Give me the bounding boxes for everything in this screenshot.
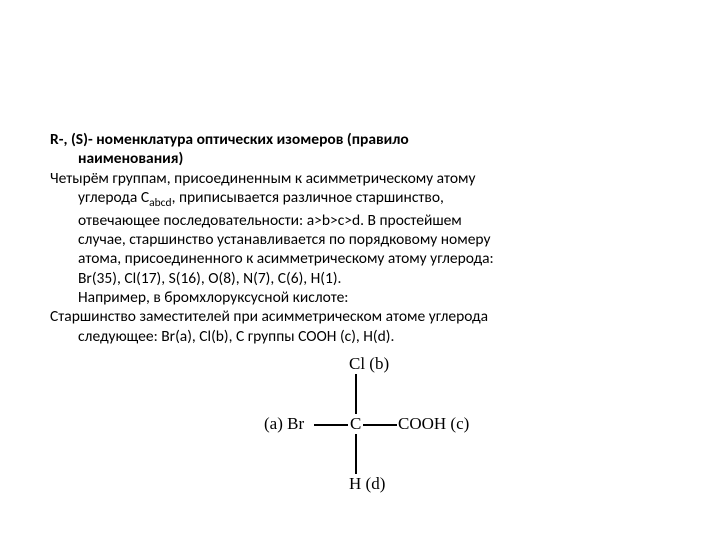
diagram-hline-left bbox=[314, 424, 348, 426]
paragraph-line-3: отвечающее последовательности: a>b>c>d. … bbox=[50, 211, 670, 230]
diagram-left-label: (a) Br bbox=[264, 414, 304, 434]
paragraph-line-4: случае, старшинство устанавливается по п… bbox=[50, 230, 670, 249]
diagram-vline-top bbox=[355, 374, 357, 414]
paragraph-line-9: следующее: Br(a), Cl(b), C группы COOH (… bbox=[50, 327, 670, 346]
p2-part-a: углерода C bbox=[78, 188, 149, 207]
diagram-right-label: COOH (c) bbox=[398, 414, 469, 434]
title-line-2: наименования) bbox=[50, 149, 670, 168]
paragraph-line-1: Четырём группам, присоединенным к асимме… bbox=[50, 169, 670, 188]
title-bold-2: наименования) bbox=[78, 149, 183, 168]
diagram-top-label: Cl (b) bbox=[349, 354, 389, 374]
paragraph-line-6: Br(35), Cl(17), S(16), O(8), N(7), C(6),… bbox=[50, 269, 670, 288]
title-line-1: R-, (S)- номенклатура оптических изомеро… bbox=[50, 130, 670, 149]
diagram-vline-bottom bbox=[355, 434, 357, 474]
chemical-structure-diagram: Cl (b) (a) Br C COOH (c) H (d) bbox=[250, 358, 470, 498]
paragraph-line-5: атома, присоединенного к асимметрическом… bbox=[50, 249, 670, 268]
diagram-bottom-label: H (d) bbox=[349, 474, 385, 494]
p2-subscript: abcd bbox=[149, 196, 171, 210]
title-bold-1: R-, (S)- номенклатура оптических изомеро… bbox=[50, 130, 409, 149]
diagram-center-label: C bbox=[350, 414, 361, 434]
paragraph-line-2: углерода Cabcd, приписывается различное … bbox=[50, 188, 670, 210]
paragraph-line-7: Например, в бромхлоруксусной кислоте: bbox=[50, 288, 670, 307]
p2-part-b: , приписывается различное старшинство, bbox=[172, 188, 444, 207]
text-content: R-, (S)- номенклатура оптических изомеро… bbox=[50, 130, 670, 346]
paragraph-line-8: Старшинство заместителей при асимметриче… bbox=[50, 307, 670, 326]
diagram-hline-right bbox=[363, 424, 397, 426]
